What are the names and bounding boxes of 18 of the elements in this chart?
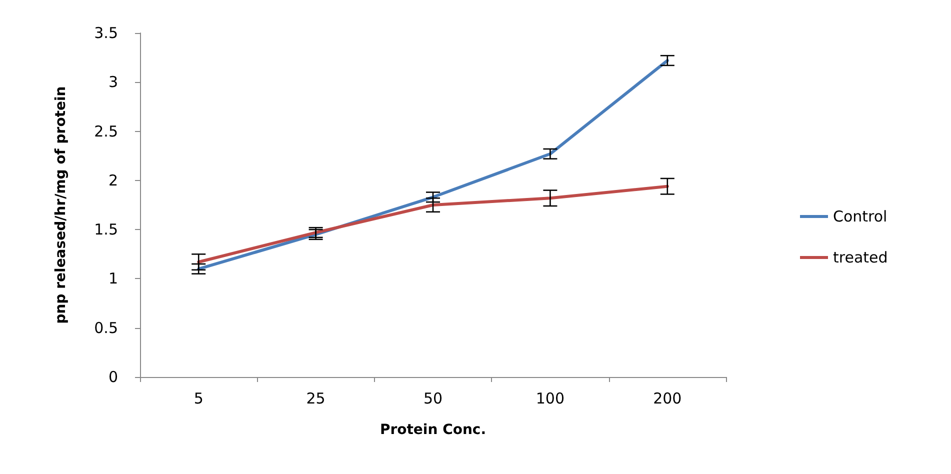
x-tick-label: 50 xyxy=(423,390,443,408)
y-tick-label: 1 xyxy=(108,270,118,288)
legend-label: Control xyxy=(833,208,888,226)
line-series xyxy=(197,184,669,264)
y-tick-label: 2 xyxy=(108,171,118,190)
legend-label: treated xyxy=(833,248,888,266)
x-tick-label: 25 xyxy=(306,390,326,408)
y-tick-label: 2.5 xyxy=(94,122,118,140)
y-tick-label: 1.5 xyxy=(94,220,118,239)
x-tick-label: 100 xyxy=(536,390,565,408)
x-axis-title: Protein Conc. xyxy=(380,422,486,438)
x-tick-label: 200 xyxy=(653,390,682,408)
y-axis-title: pnp released/hr/mg of protein xyxy=(53,86,69,324)
y-tick-label: 0 xyxy=(108,368,118,386)
x-tick-label: 5 xyxy=(194,390,204,408)
y-tick-label: 3 xyxy=(108,73,118,92)
y-tick-label: 0.5 xyxy=(94,318,118,337)
y-tick-label: 3.5 xyxy=(94,24,118,42)
